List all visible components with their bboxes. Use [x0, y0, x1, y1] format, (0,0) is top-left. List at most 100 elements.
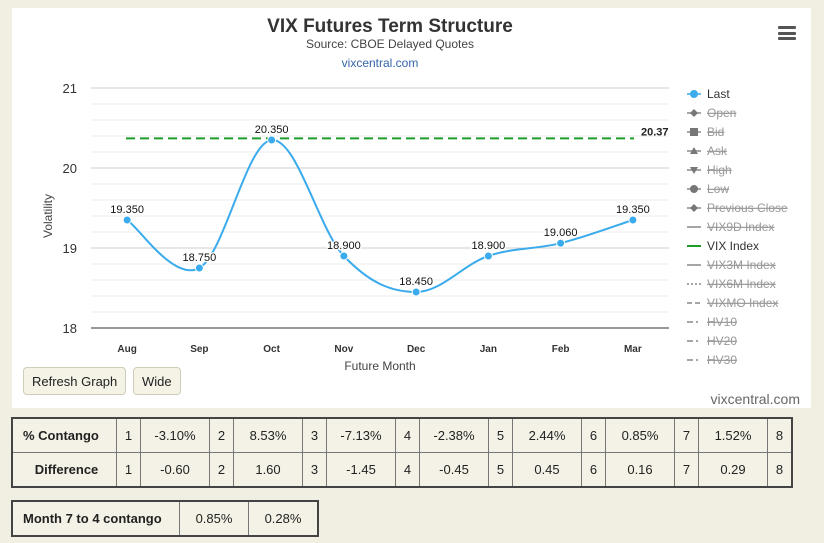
legend-item-label: HV10: [707, 315, 737, 329]
x-axis-title: Future Month: [344, 359, 415, 373]
data-label: 18.750: [183, 252, 217, 264]
legend-item-label: High: [707, 163, 732, 177]
table-cell: 5: [488, 452, 513, 488]
legend-marker: [690, 204, 698, 212]
legend-item-label: Open: [707, 106, 736, 120]
x-tick-label: Dec: [407, 344, 426, 355]
y-tick-label: 21: [63, 81, 77, 96]
row-label: Difference: [11, 452, 117, 488]
data-label: 19.350: [616, 204, 650, 216]
refresh-graph-button[interactable]: Refresh Graph: [23, 367, 127, 395]
table-cell: -7.13%: [326, 417, 396, 453]
month-contango-table: Month 7 to 4 contango 0.85% 0.28%: [11, 500, 319, 537]
legend-item-label: VIXMO Index: [707, 296, 778, 310]
table-cell: 7: [674, 417, 699, 453]
table-cell: 7: [674, 452, 699, 488]
legend-marker: [690, 90, 698, 98]
table-cell: -1.45: [326, 452, 396, 488]
table-cell: 0.85%: [605, 417, 675, 453]
grid-layer: [91, 87, 669, 329]
legend-marker: [690, 109, 698, 117]
table-cell: 8: [767, 417, 793, 453]
legend-item-label: VIX Index: [707, 239, 759, 253]
legend-marker: [690, 147, 698, 154]
table-row: Month 7 to 4 contango 0.85% 0.28%: [11, 500, 319, 537]
y-tick-label: 20: [63, 161, 77, 176]
table-cell: 4: [395, 452, 420, 488]
table-cell: 3: [302, 417, 327, 453]
chart-panel: VIX Futures Term Structure Source: CBOE …: [12, 8, 811, 408]
legend-item-label: Previous Close: [707, 201, 788, 215]
data-label: 18.450: [399, 276, 433, 288]
chart-title: VIX Futures Term Structure: [267, 16, 513, 37]
data-label: 19.350: [110, 204, 144, 216]
x-tick-label: Aug: [117, 344, 136, 355]
x-tick-label: Feb: [552, 344, 570, 355]
table-cell: 3: [302, 452, 327, 488]
data-point: [483, 251, 493, 261]
data-point: [556, 238, 566, 248]
row-label: Month 7 to 4 contango: [11, 500, 180, 537]
x-tick-label: Mar: [624, 344, 642, 355]
table-cell: 4: [395, 417, 420, 453]
table-cell: -0.60: [140, 452, 210, 488]
series-layer: 20.37 19.350 18.750 20.350 18.900 18.450 18.90…: [109, 123, 669, 297]
data-point: [339, 251, 349, 261]
table-cell: 1.52%: [698, 417, 768, 453]
legend-item-label: VIX3M Index: [707, 258, 776, 272]
table-cell: 5: [488, 417, 513, 453]
table-cell: -2.38%: [419, 417, 489, 453]
legend-item-label: Last: [707, 87, 730, 101]
data-point: [411, 287, 421, 297]
credit-text: vixcentral.com: [710, 391, 800, 407]
table-cell: 8.53%: [233, 417, 303, 453]
data-point: [122, 215, 132, 225]
table-cell: 1.60: [233, 452, 303, 488]
y-tick-label: 19: [63, 241, 77, 256]
table-row: % Contango 1 -3.10% 2 8.53% 3 -7.13% 4 -…: [11, 417, 793, 453]
data-point: [628, 215, 638, 225]
table-cell: 1: [116, 452, 141, 488]
y-axis-title: Volatility: [41, 194, 55, 238]
legend-marker: [690, 185, 698, 193]
last-series-line: [126, 138, 634, 294]
chart-subtitle: Source: CBOE Delayed Quotes: [306, 37, 474, 51]
table-cell: 2.44%: [512, 417, 582, 453]
data-point: [194, 263, 204, 273]
legend-item-label: Bid: [707, 125, 724, 139]
chart-svg: VIX Futures Term Structure Source: CBOE …: [41, 16, 788, 373]
legend-item-label: Ask: [707, 144, 728, 158]
data-label: 20.350: [255, 124, 289, 136]
table-cell: 6: [581, 452, 606, 488]
legend-item-label: VIX6M Index: [707, 277, 776, 291]
x-tick-label: Nov: [334, 344, 353, 355]
table-row: Difference 1 -0.60 2 1.60 3 -1.45 4 -0.4…: [11, 452, 793, 488]
legend-item-label: HV30: [707, 353, 737, 367]
legend: Last Open Bid Ask High Low Previous Close VIX9D…: [687, 87, 788, 367]
contango-table: % Contango 1 -3.10% 2 8.53% 3 -7.13% 4 -…: [11, 417, 793, 488]
legend-marker: [690, 128, 698, 136]
source-link[interactable]: vixcentral.com: [342, 56, 419, 70]
x-tick-label: Jan: [480, 344, 497, 355]
y-tick-label: 18: [63, 321, 77, 336]
table-cell: 0.85%: [179, 500, 249, 537]
legend-item-label: Low: [707, 182, 729, 196]
table-cell: 0.16: [605, 452, 675, 488]
table-cell: 8: [767, 452, 793, 488]
data-label: 18.900: [327, 240, 361, 252]
table-cell: 6: [581, 417, 606, 453]
hamburger-menu-icon[interactable]: [778, 26, 796, 40]
data-label: 18.900: [472, 240, 506, 252]
table-cell: 2: [209, 417, 234, 453]
data-label: 19.060: [544, 227, 578, 239]
data-point: [267, 135, 277, 145]
table-cell: 1: [116, 417, 141, 453]
axis-layer: 18 19 20 21 Aug Sep Oct Nov Dec Jan Feb Mar: [63, 81, 669, 355]
table-cell: -3.10%: [140, 417, 210, 453]
table-cell: 0.45: [512, 452, 582, 488]
table-cell: 2: [209, 452, 234, 488]
wide-button[interactable]: Wide: [133, 367, 181, 395]
legend-item-label: HV20: [707, 334, 737, 348]
x-tick-label: Oct: [263, 344, 280, 355]
row-label: % Contango: [11, 417, 117, 453]
